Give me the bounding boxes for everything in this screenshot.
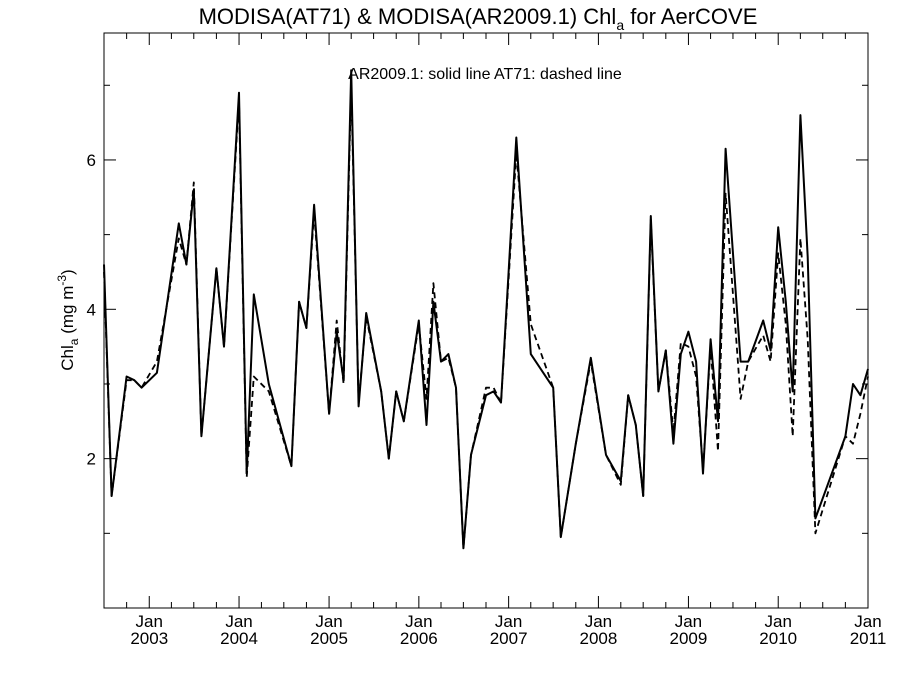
chart-title-suffix: for AerCOVE bbox=[624, 4, 757, 29]
series-line-at71 bbox=[103, 84, 869, 550]
x-tick-label-year: 2007 bbox=[490, 629, 528, 648]
y-tick-label: 6 bbox=[87, 151, 96, 170]
x-tick-label-year: 2003 bbox=[130, 629, 168, 648]
x-tick-label-year: 2011 bbox=[850, 629, 887, 648]
x-tick-label-month: Jan bbox=[315, 612, 342, 631]
chart-title: MODISA(AT71) & MODISA(AR2009.1) Chla for… bbox=[199, 4, 758, 33]
x-tick-label-year: 2006 bbox=[400, 629, 438, 648]
x-tick-label-month: Jan bbox=[225, 612, 252, 631]
axis-ticks bbox=[104, 33, 869, 608]
x-tick-label-month: Jan bbox=[405, 612, 432, 631]
tick-labels: 246Jan2003Jan2004Jan2005Jan2006Jan2007Ja… bbox=[87, 151, 887, 648]
plot-frame bbox=[103, 32, 869, 609]
x-tick-label-year: 2008 bbox=[579, 629, 617, 648]
y-tick-label: 4 bbox=[87, 300, 96, 319]
series-line-ar2009 bbox=[103, 69, 869, 550]
x-tick-label-month: Jan bbox=[854, 612, 881, 631]
x-tick-label-month: Jan bbox=[585, 612, 612, 631]
y-axis-label-superscript: -3 bbox=[55, 275, 69, 286]
x-tick-label-year: 2010 bbox=[759, 629, 797, 648]
x-tick-label-month: Jan bbox=[765, 612, 792, 631]
x-tick-label-year: 2009 bbox=[670, 629, 708, 648]
x-tick-label-year: 2004 bbox=[220, 629, 258, 648]
x-tick-label-month: Jan bbox=[136, 612, 163, 631]
x-tick-label-month: Jan bbox=[495, 612, 522, 631]
y-tick-label: 2 bbox=[87, 450, 96, 469]
y-axis-label-units: (mg m bbox=[58, 286, 77, 339]
x-tick-label-year: 2005 bbox=[310, 629, 348, 648]
y-axis-label: Chla (mg m-3) bbox=[55, 269, 81, 370]
x-tick-label-month: Jan bbox=[675, 612, 702, 631]
series-layer bbox=[103, 69, 869, 550]
chart-annotation: AR2009.1: solid line AT71: dashed line bbox=[348, 66, 622, 83]
chart-title-subscript: a bbox=[616, 17, 624, 33]
chart-title-main: MODISA(AT71) & MODISA(AR2009.1) Chl bbox=[199, 4, 617, 29]
y-axis-label-units-close: ) bbox=[58, 269, 77, 275]
y-axis-label-main: Chl bbox=[58, 345, 77, 371]
y-axis-label-subscript: a bbox=[67, 338, 81, 345]
